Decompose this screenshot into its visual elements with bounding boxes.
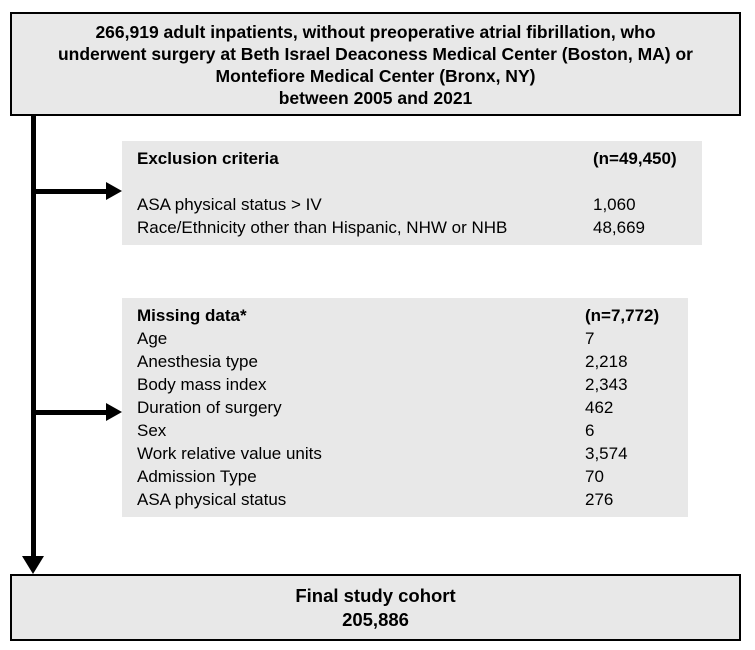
exclusion-criteria-box: Exclusion criteria (n=49,450) ASA physic… <box>122 141 702 245</box>
missing-row-label: ASA physical status <box>137 490 287 509</box>
exclusion-header-count: (n=49,450) <box>593 149 677 168</box>
missing-row-value: 276 <box>585 490 614 509</box>
missing-row: Age 7 <box>137 327 678 350</box>
missing-row: Work relative value units 3,574 <box>137 442 678 465</box>
final-cohort-count: 205,886 <box>342 609 409 630</box>
missing-row-value: 70 <box>585 467 604 486</box>
exclusion-spacer <box>137 170 692 193</box>
initial-cohort-box: 266,919 adult inpatients, without preope… <box>10 12 741 116</box>
exclusion-row-label: ASA physical status > IV <box>137 195 322 214</box>
missing-row-value: 462 <box>585 398 614 417</box>
missing-row-value: 6 <box>585 421 595 440</box>
missing-header-count: (n=7,772) <box>585 306 660 325</box>
missing-row-label: Admission Type <box>137 467 257 486</box>
flow-vertical-line <box>31 116 36 558</box>
exclusion-row: Race/Ethnicity other than Hispanic, NHW … <box>137 216 692 239</box>
flow-branch-line-missing <box>31 410 108 415</box>
exclusion-row-value: 48,669 <box>593 218 645 237</box>
missing-row-value: 3,574 <box>585 444 628 463</box>
missing-row-label: Age <box>137 329 168 348</box>
exclusion-header-label: Exclusion criteria <box>137 149 279 168</box>
missing-header-label: Missing data* <box>137 306 247 325</box>
missing-row-label: Work relative value units <box>137 444 322 463</box>
missing-row-value: 7 <box>585 329 595 348</box>
arrow-right-icon <box>106 182 122 200</box>
missing-row-label: Duration of surgery <box>137 398 282 417</box>
missing-row-value: 2,343 <box>585 375 628 394</box>
final-cohort-box: Final study cohort 205,886 <box>10 574 741 641</box>
missing-header-row: Missing data* (n=7,772) <box>137 304 678 327</box>
exclusion-row: ASA physical status > IV 1,060 <box>137 193 692 216</box>
flow-branch-line-exclusion <box>31 189 108 194</box>
missing-row-value: 2,218 <box>585 352 628 371</box>
missing-row: Admission Type 70 <box>137 465 678 488</box>
exclusion-row-label: Race/Ethnicity other than Hispanic, NHW … <box>137 218 508 237</box>
missing-row: ASA physical status 276 <box>137 488 678 511</box>
missing-row: Sex 6 <box>137 419 678 442</box>
exclusion-header-row: Exclusion criteria (n=49,450) <box>137 147 692 170</box>
final-cohort-title: Final study cohort <box>295 585 456 606</box>
missing-row: Anesthesia type 2,218 <box>137 350 678 373</box>
arrow-right-icon <box>106 403 122 421</box>
missing-row-label: Anesthesia type <box>137 352 258 371</box>
missing-row: Body mass index 2,343 <box>137 373 678 396</box>
exclusion-row-value: 1,060 <box>593 195 636 214</box>
initial-cohort-text: 266,919 adult inpatients, without preope… <box>57 22 693 108</box>
arrow-down-icon <box>22 556 44 574</box>
missing-data-box: Missing data* (n=7,772) Age 7 Anesthesia… <box>122 298 688 517</box>
missing-row: Duration of surgery 462 <box>137 396 678 419</box>
missing-row-label: Sex <box>137 421 167 440</box>
missing-row-label: Body mass index <box>137 375 267 394</box>
